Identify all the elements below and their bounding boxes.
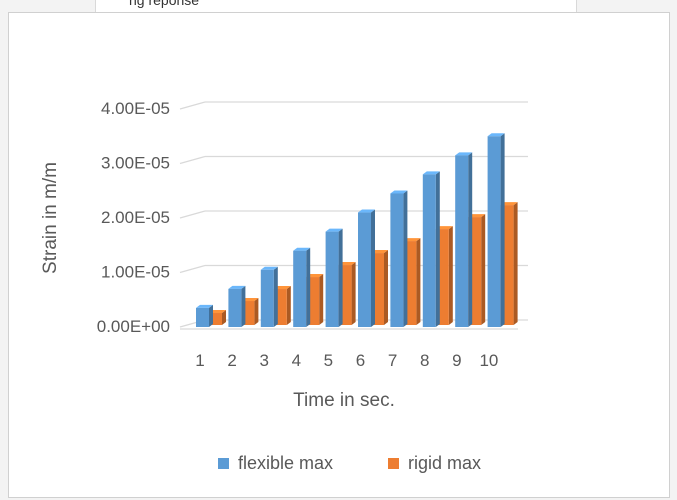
x-tick-label: 3 — [259, 351, 268, 370]
x-tick-label: 5 — [324, 351, 333, 370]
bar-top — [358, 209, 375, 213]
bar-side — [241, 285, 246, 327]
bar-front — [260, 269, 274, 327]
bar-front — [293, 250, 307, 327]
bar-top — [260, 266, 278, 270]
bar-side — [500, 133, 505, 327]
x-tick-label: 9 — [452, 351, 461, 370]
bar-top — [228, 285, 246, 289]
page-fragment-text: ng reponse — [129, 0, 200, 8]
y-tick-label: 4.00E-05 — [101, 99, 170, 118]
bar-side — [254, 298, 259, 325]
y-tick-label: 1.00E-05 — [101, 263, 170, 282]
bar-side — [416, 238, 421, 325]
bar-top — [338, 262, 356, 266]
bar-front — [209, 313, 222, 325]
bar-flexible-2 — [228, 285, 246, 327]
bar-front — [196, 307, 209, 327]
bar-side — [384, 250, 388, 325]
x-tick-label: 1 — [195, 351, 204, 370]
bar-flexible-10 — [487, 133, 505, 327]
gridline-depth — [179, 155, 206, 165]
bars — [196, 133, 518, 327]
y-tick-label: 3.00E-05 — [101, 154, 170, 173]
bar-front — [422, 174, 436, 327]
gridline-depth — [179, 101, 206, 110]
legend-label: flexible max — [238, 453, 333, 473]
bar-side — [338, 228, 343, 327]
bar-front — [455, 155, 469, 327]
bar-top — [306, 274, 324, 278]
bar-front — [228, 288, 242, 327]
legend-swatch — [388, 458, 399, 469]
y-axis-title: Strain in m/m — [40, 162, 61, 274]
bar-side — [351, 262, 356, 325]
x-tick-label: 7 — [388, 351, 397, 370]
bar-side — [319, 274, 324, 325]
bar-flexible-9 — [455, 152, 473, 327]
bar-flexible-8 — [422, 171, 440, 327]
bar-top — [371, 250, 388, 254]
bar-side — [286, 286, 291, 325]
x-tick-label: 10 — [479, 351, 498, 370]
bar-flexible-7 — [390, 190, 408, 327]
bar-top — [196, 304, 213, 308]
y-tick-label: 0.00E+00 — [97, 317, 170, 336]
bar-flexible-1 — [196, 304, 213, 327]
x-axis-ticks: 1 2 3 4 5 6 7 8 9 10 — [195, 351, 498, 370]
bar-side — [371, 209, 375, 327]
bar-front — [358, 212, 371, 327]
bar-side — [222, 310, 226, 325]
bar-top — [435, 226, 453, 230]
bar-flexible-5 — [325, 228, 343, 327]
bar-top — [422, 171, 440, 175]
legend-label: rigid max — [408, 453, 481, 473]
bar-top — [209, 310, 226, 314]
bar-side — [306, 247, 311, 327]
bar-front — [487, 136, 501, 327]
bar-top — [390, 190, 408, 194]
y-tick-label: 2.00E-05 — [101, 208, 170, 227]
bar-top — [487, 133, 505, 137]
bar-front — [325, 231, 339, 327]
bar-side — [468, 152, 473, 327]
legend: flexible max rigid max — [218, 453, 481, 473]
bar-top — [403, 238, 421, 242]
bar-top — [241, 298, 259, 302]
bar-top — [273, 286, 291, 290]
bar-top — [325, 228, 343, 232]
x-tick-label: 4 — [292, 351, 301, 370]
bar-side — [513, 202, 518, 325]
bar-rigid-1 — [209, 310, 226, 325]
bar-side — [273, 266, 278, 327]
bar-top — [500, 202, 518, 206]
bar-flexible-4 — [293, 247, 311, 327]
bar-side — [209, 304, 213, 327]
bar-side — [481, 214, 486, 325]
x-tick-label: 2 — [227, 351, 236, 370]
bar-top — [293, 247, 311, 251]
x-tick-label: 8 — [420, 351, 429, 370]
bar-side — [403, 190, 408, 327]
gridline-depth — [179, 210, 206, 219]
bar-side — [435, 171, 440, 327]
x-axis-title: Time in sec. — [293, 390, 395, 411]
bar-side — [448, 226, 453, 325]
gridline-depth — [179, 264, 206, 274]
x-tick-label: 6 — [356, 351, 365, 370]
bar-top — [468, 214, 486, 218]
legend-swatch — [218, 458, 229, 469]
bar-top — [455, 152, 473, 156]
bar-flexible-3 — [260, 266, 278, 327]
bar-flexible-6 — [358, 209, 375, 327]
bar-front — [390, 193, 404, 327]
y-axis-ticks: 0.00E+00 1.00E-05 2.00E-05 3.00E-05 4.00E-05 — [97, 99, 170, 336]
